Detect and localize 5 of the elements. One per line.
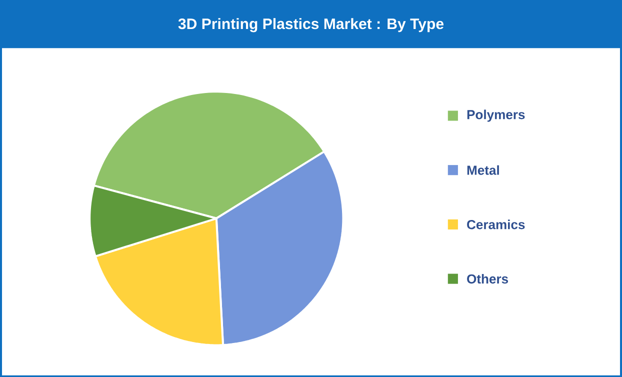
legend-label: Polymers [467, 109, 525, 122]
legend-label: Others [467, 274, 508, 284]
legend-label: Metal [467, 165, 499, 175]
chart-title: 3D Printing Plastics Market : By Type [178, 18, 444, 32]
legend-label: Ceramics [467, 219, 525, 230]
